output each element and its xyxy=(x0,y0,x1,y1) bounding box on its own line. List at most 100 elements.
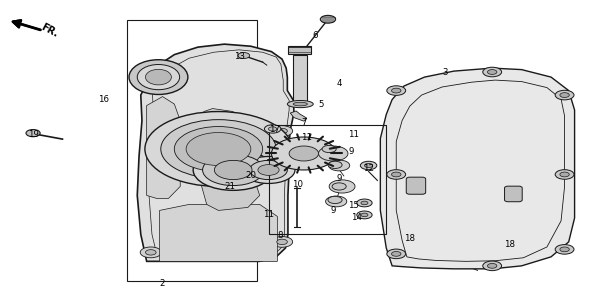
Circle shape xyxy=(392,88,401,93)
Polygon shape xyxy=(160,204,277,261)
Polygon shape xyxy=(204,109,236,120)
Circle shape xyxy=(392,251,401,256)
Circle shape xyxy=(328,161,342,169)
Circle shape xyxy=(560,247,569,252)
Circle shape xyxy=(555,170,574,179)
Bar xyxy=(268,125,386,234)
Circle shape xyxy=(193,150,273,190)
Circle shape xyxy=(560,172,569,177)
Circle shape xyxy=(332,183,346,190)
Ellipse shape xyxy=(287,101,313,108)
Text: 5: 5 xyxy=(319,100,324,109)
Text: 13: 13 xyxy=(234,52,245,61)
Text: 3: 3 xyxy=(442,68,448,77)
Circle shape xyxy=(146,64,156,69)
Ellipse shape xyxy=(137,64,179,90)
Circle shape xyxy=(555,245,574,254)
Circle shape xyxy=(555,90,574,100)
Circle shape xyxy=(320,15,336,23)
Bar xyxy=(293,54,307,101)
Circle shape xyxy=(365,163,373,168)
Text: 9: 9 xyxy=(348,147,353,157)
Text: 17: 17 xyxy=(269,125,280,134)
Polygon shape xyxy=(147,97,180,198)
Circle shape xyxy=(264,125,281,133)
FancyBboxPatch shape xyxy=(504,186,522,202)
Circle shape xyxy=(387,249,406,259)
Circle shape xyxy=(487,70,497,74)
Circle shape xyxy=(277,239,287,245)
Circle shape xyxy=(328,196,342,203)
Circle shape xyxy=(186,132,251,166)
Text: 18: 18 xyxy=(504,240,515,249)
Polygon shape xyxy=(201,169,260,210)
Text: 9: 9 xyxy=(336,175,342,184)
Text: 6: 6 xyxy=(313,31,319,40)
Text: 11: 11 xyxy=(301,132,312,141)
Polygon shape xyxy=(290,111,307,121)
Circle shape xyxy=(271,126,293,136)
Circle shape xyxy=(483,67,501,77)
Circle shape xyxy=(360,161,377,170)
Circle shape xyxy=(319,146,348,161)
Circle shape xyxy=(361,213,368,217)
Ellipse shape xyxy=(129,60,188,95)
Circle shape xyxy=(329,180,355,193)
Text: FR.: FR. xyxy=(39,22,60,39)
Text: 15: 15 xyxy=(348,201,359,210)
Text: 11: 11 xyxy=(348,129,359,138)
Circle shape xyxy=(271,237,293,247)
Circle shape xyxy=(326,196,347,207)
Text: 7: 7 xyxy=(301,117,307,126)
Text: 21: 21 xyxy=(225,182,236,191)
Text: 9: 9 xyxy=(330,206,336,215)
Circle shape xyxy=(258,165,279,175)
Circle shape xyxy=(268,127,277,131)
Polygon shape xyxy=(137,44,294,261)
Text: 10: 10 xyxy=(293,181,303,189)
Text: 19: 19 xyxy=(28,129,38,138)
Text: 20: 20 xyxy=(245,172,256,181)
Circle shape xyxy=(487,263,497,268)
Text: 18: 18 xyxy=(404,234,415,244)
Text: 11: 11 xyxy=(263,210,274,219)
Bar xyxy=(288,46,312,54)
Circle shape xyxy=(26,129,40,137)
Circle shape xyxy=(277,128,287,134)
Circle shape xyxy=(387,170,406,179)
Circle shape xyxy=(322,145,336,153)
Circle shape xyxy=(250,160,287,180)
Circle shape xyxy=(483,261,501,271)
Circle shape xyxy=(146,250,156,255)
Circle shape xyxy=(271,137,336,170)
Circle shape xyxy=(145,112,292,186)
Circle shape xyxy=(357,199,372,207)
FancyBboxPatch shape xyxy=(407,177,425,194)
Text: 2: 2 xyxy=(160,279,165,288)
Ellipse shape xyxy=(146,69,171,85)
Text: 8: 8 xyxy=(277,231,283,240)
Circle shape xyxy=(214,160,252,180)
Text: 12: 12 xyxy=(363,164,374,173)
Circle shape xyxy=(560,93,569,98)
Circle shape xyxy=(289,146,319,161)
Text: 16: 16 xyxy=(98,95,109,104)
Circle shape xyxy=(392,172,401,177)
Circle shape xyxy=(329,160,350,171)
Circle shape xyxy=(242,157,295,183)
Text: 14: 14 xyxy=(351,213,362,222)
Circle shape xyxy=(140,61,162,72)
Bar xyxy=(127,20,257,281)
Circle shape xyxy=(202,154,264,185)
Polygon shape xyxy=(183,112,224,125)
Circle shape xyxy=(361,201,368,205)
Polygon shape xyxy=(381,68,575,269)
Circle shape xyxy=(174,126,263,172)
Circle shape xyxy=(140,247,162,258)
Circle shape xyxy=(387,86,406,95)
Ellipse shape xyxy=(293,102,307,106)
Text: 4: 4 xyxy=(336,79,342,88)
Circle shape xyxy=(161,119,276,178)
Circle shape xyxy=(238,53,250,58)
Circle shape xyxy=(357,211,372,219)
